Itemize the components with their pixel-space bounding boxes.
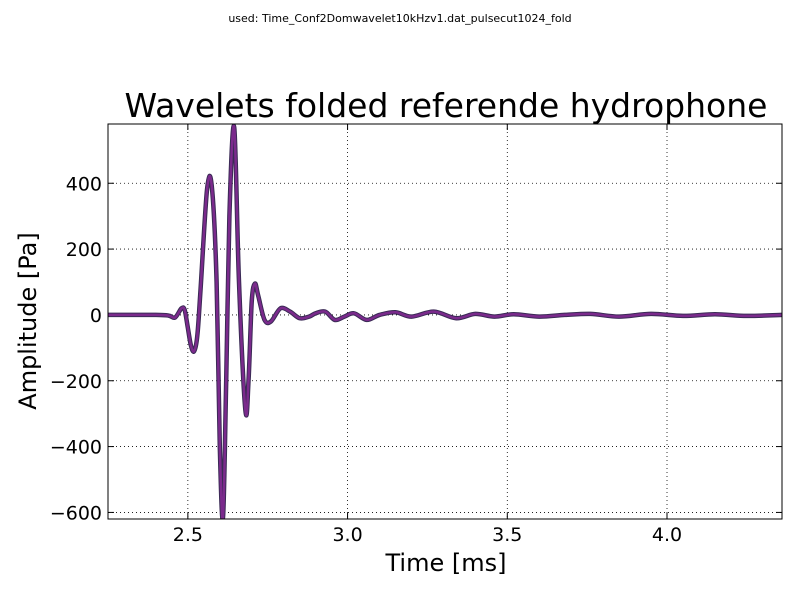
figure-caption: used: Time_Conf2Domwavelet10kHzv1.dat_pu… — [228, 12, 571, 25]
y-tick-label: −200 — [50, 371, 102, 393]
chart-title: Wavelets folded referende hydrophone — [125, 86, 768, 125]
plot-lines — [108, 124, 782, 519]
x-tick-label: 4.0 — [652, 524, 682, 546]
y-tick-label: −600 — [50, 502, 102, 524]
x-tick-label: 3.0 — [332, 524, 362, 546]
x-axis-label: Time [ms] — [385, 549, 507, 577]
y-axis-label: Amplitude [Pa] — [14, 232, 42, 409]
x-tick-label: 2.5 — [173, 524, 203, 546]
axis-ticks: 2.5 3.0 3.5 4.0 400 200 0 −200 −400 −600 — [50, 124, 782, 546]
plot-frame — [107, 123, 783, 520]
wavelet-line — [108, 124, 782, 519]
y-tick-label: −400 — [50, 437, 102, 459]
y-tick-label: 200 — [66, 239, 102, 261]
y-tick-label: 400 — [66, 173, 102, 195]
wavelet-line-shadow — [108, 124, 782, 519]
x-tick-label: 3.5 — [492, 524, 522, 546]
y-tick-label: 0 — [90, 305, 102, 327]
